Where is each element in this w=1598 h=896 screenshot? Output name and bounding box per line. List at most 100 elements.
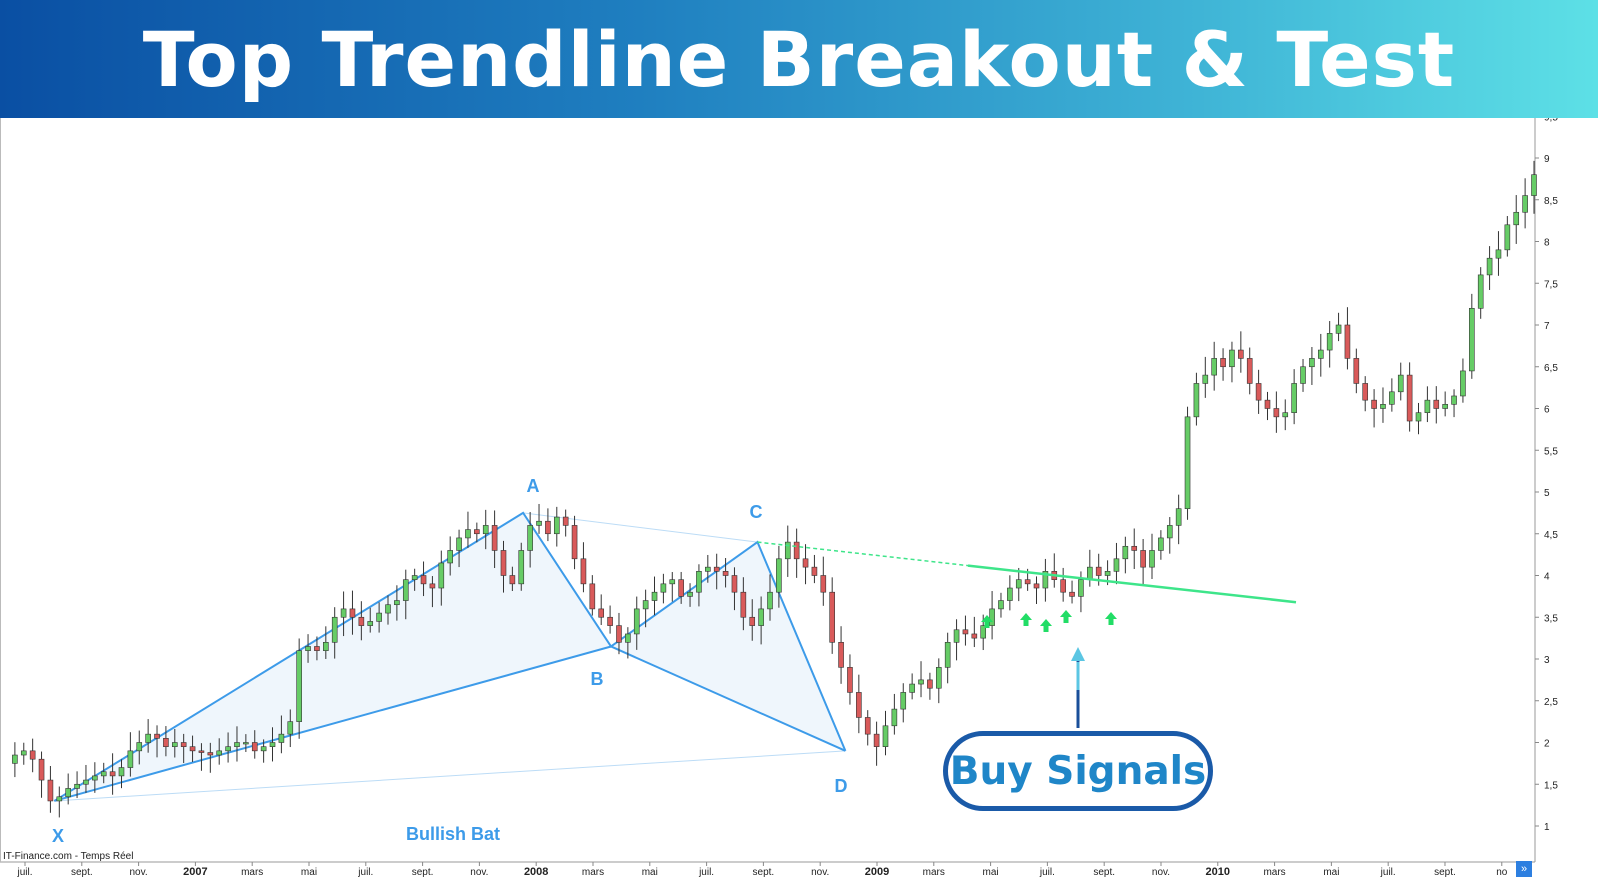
candle-up <box>1291 383 1297 413</box>
chart-area: 1 1,5 2 2,5 3 3,5 4 4,5 5 5,5 6 6,5 7 7,5 8 8,5 9 9,5 juil… <box>0 118 1598 896</box>
candle-up <box>269 742 276 747</box>
candle-up <box>1184 416 1191 510</box>
trendline-breakout <box>967 564 1297 604</box>
buy-signal-arrow-icon <box>1105 612 1117 625</box>
candle-up <box>234 742 240 747</box>
x-tick-label: sept. <box>1434 867 1456 878</box>
scroll-right-icon[interactable]: » <box>1516 861 1532 877</box>
candle-down <box>820 575 827 593</box>
data-source-credit: IT-Finance.com - Temps Réel <box>3 851 134 862</box>
candle-up <box>891 708 898 727</box>
callout-arrow-icon <box>1071 647 1085 661</box>
candle-up <box>776 558 782 593</box>
candle-down <box>1273 408 1280 418</box>
candle-up <box>1113 558 1120 572</box>
candle-up <box>92 775 98 781</box>
candle-up <box>1486 257 1493 276</box>
candle-down <box>793 541 800 560</box>
candle-up <box>935 667 942 689</box>
candle-up <box>65 788 71 798</box>
candle-down <box>713 566 720 572</box>
pattern-line-xd <box>54 750 846 802</box>
y-tick-label: 1 <box>1544 822 1550 833</box>
candle-up <box>1104 571 1111 576</box>
y-tick-label: 8,5 <box>1544 196 1558 207</box>
candle-up <box>1175 508 1182 526</box>
candle-up <box>367 621 374 626</box>
y-tick-label: 5,5 <box>1544 446 1558 457</box>
candle-up <box>1504 224 1511 251</box>
candle-up <box>323 641 329 651</box>
candle-down <box>349 608 356 618</box>
candle-down <box>1095 566 1102 576</box>
candle-down <box>838 641 844 668</box>
candle-up <box>1442 404 1448 409</box>
candle-up <box>1389 391 1395 405</box>
candle-down <box>163 738 169 747</box>
candle-down <box>180 742 187 747</box>
candle-down <box>358 616 365 626</box>
candle-down <box>598 608 605 618</box>
candle-up <box>465 529 471 539</box>
x-tick-label: nov. <box>130 867 148 878</box>
candlestick-chart: 1 1,5 2 2,5 3 3,5 4 4,5 5 5,5 6 6,5 7 7,5 8 8,5 9 9,5 juil… <box>0 118 1558 878</box>
candle-up <box>1469 307 1475 372</box>
candle-up <box>1211 358 1217 376</box>
candle-down <box>1433 399 1440 409</box>
candle-up <box>394 600 400 606</box>
candle-up <box>447 550 453 564</box>
x-tick-label: mars <box>1263 867 1285 878</box>
candle-down <box>1069 591 1075 597</box>
candle-down <box>198 750 205 753</box>
candle-up <box>1229 349 1235 368</box>
candle-down <box>189 746 196 752</box>
x-tick-label: no <box>1496 867 1508 878</box>
candle-down <box>47 779 54 802</box>
y-tick-label: 3,5 <box>1544 613 1558 624</box>
candle-down <box>509 575 516 585</box>
candle-down <box>1131 545 1138 551</box>
title-banner: Top Trendline Breakout & Test <box>0 0 1598 118</box>
buy-signal-arrow-icon <box>1060 610 1072 623</box>
candle-up <box>1202 374 1209 384</box>
x-tick-label: 2009 <box>865 866 889 878</box>
candle-up <box>260 746 267 752</box>
candle-up <box>376 612 382 622</box>
candle-down <box>1060 579 1066 593</box>
candle-up <box>83 779 89 785</box>
y-tick-label: 9 <box>1544 154 1550 165</box>
candle-down <box>474 529 480 535</box>
candle-down <box>1140 550 1146 568</box>
candle-up <box>1317 349 1324 359</box>
candle-down <box>589 583 596 610</box>
candle-down <box>616 625 622 643</box>
x-tick-label: 2007 <box>183 866 207 878</box>
candle-up <box>980 625 987 639</box>
candle-up <box>56 796 63 802</box>
candle-up <box>989 608 995 626</box>
candle-down <box>811 566 818 576</box>
candle-down <box>1220 358 1226 368</box>
candle-up <box>758 608 764 626</box>
candle-down <box>927 679 933 689</box>
pattern-fill-bcd <box>611 542 846 751</box>
y-tick-label: 4,5 <box>1544 530 1558 541</box>
candle-up <box>1042 571 1049 589</box>
candle-up <box>100 771 107 777</box>
candle-down <box>731 575 738 593</box>
candle-down <box>29 750 36 760</box>
candle-down <box>1024 579 1031 585</box>
candle-down <box>580 558 587 585</box>
x-tick-label: juil. <box>698 867 714 878</box>
y-tick-label: 6 <box>1544 405 1550 416</box>
candle-down <box>1371 399 1377 409</box>
candle-up <box>216 750 223 756</box>
pattern-line-ac <box>523 512 758 543</box>
x-tick-label: mai <box>301 867 317 878</box>
pattern-point-label: C <box>750 502 763 522</box>
candle-up <box>171 742 178 747</box>
candle-up <box>1531 174 1537 196</box>
pattern-point-label: A <box>527 476 540 496</box>
candle-up <box>456 537 462 551</box>
candle-up <box>784 541 791 560</box>
